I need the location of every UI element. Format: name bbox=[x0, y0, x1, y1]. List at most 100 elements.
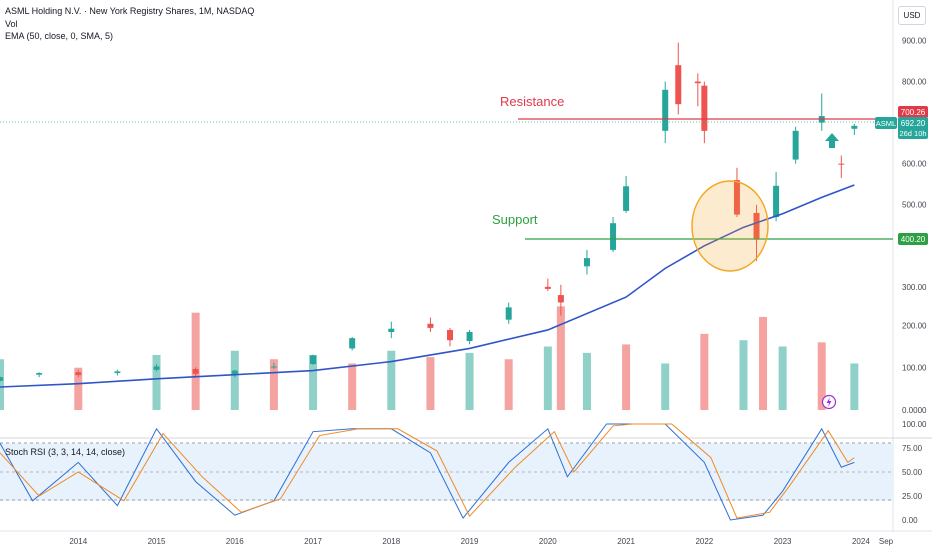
volume-bar bbox=[387, 350, 396, 410]
price-tick-label: 300.00 bbox=[902, 283, 927, 292]
time-tick-label: 2022 bbox=[695, 537, 713, 546]
candle-body bbox=[773, 185, 780, 218]
candle-body bbox=[349, 338, 356, 349]
volume-bar bbox=[309, 355, 318, 410]
candle-body bbox=[36, 373, 43, 375]
volume-bar bbox=[759, 316, 768, 410]
candle bbox=[838, 155, 845, 179]
candle-body bbox=[505, 307, 512, 320]
candle bbox=[583, 249, 590, 275]
price-tick-label: 500.00 bbox=[902, 201, 927, 210]
candle bbox=[701, 81, 708, 144]
price-tick-label: 600.00 bbox=[902, 160, 927, 169]
candle-body bbox=[694, 81, 701, 84]
candle bbox=[623, 176, 630, 213]
candle-body bbox=[662, 89, 669, 131]
time-tick-label: 2017 bbox=[304, 537, 322, 546]
stoch-d-line bbox=[0, 423, 855, 519]
candle-body bbox=[466, 332, 473, 342]
volume-tick-label: 0.0000 bbox=[902, 406, 927, 415]
candle-body bbox=[75, 372, 82, 376]
candle bbox=[349, 336, 356, 351]
candle bbox=[662, 81, 669, 144]
candle-body bbox=[0, 377, 3, 381]
time-tick-label: Sep bbox=[879, 537, 894, 546]
candle bbox=[753, 204, 760, 261]
candle bbox=[792, 126, 799, 164]
volume-axis: 200.00 100.00 0.0000 bbox=[902, 321, 927, 415]
time-tick-label: 2023 bbox=[774, 537, 792, 546]
volume-bar bbox=[700, 333, 709, 410]
volume-tick-label: 100.00 bbox=[902, 364, 927, 373]
candle-body bbox=[610, 223, 617, 250]
volume-bar bbox=[74, 367, 83, 410]
candle-body bbox=[388, 328, 395, 332]
stoch-k-line bbox=[0, 423, 855, 521]
volume-bar bbox=[543, 346, 552, 410]
volume-bar bbox=[778, 346, 787, 410]
candle-body bbox=[753, 212, 760, 240]
support-label: Support bbox=[492, 212, 538, 227]
support-zone-circle[interactable] bbox=[691, 180, 769, 272]
ema-line bbox=[0, 184, 855, 388]
candle bbox=[675, 42, 682, 115]
currency-button[interactable]: USD bbox=[898, 6, 926, 25]
up-arrow-icon[interactable] bbox=[825, 133, 839, 148]
candle bbox=[0, 376, 3, 382]
candle-body bbox=[270, 366, 277, 368]
support-price-tag-text: 400.20 bbox=[901, 235, 926, 244]
candle bbox=[231, 369, 238, 378]
candle bbox=[466, 329, 473, 345]
candle bbox=[388, 321, 395, 339]
candle bbox=[427, 317, 434, 332]
candle-body bbox=[192, 368, 199, 374]
symbol-tag bbox=[875, 117, 897, 129]
time-tick-label: 2018 bbox=[382, 537, 400, 546]
price-axis: 900.00 800.00 600.00 500.00 300.00 bbox=[902, 37, 927, 292]
time-tick-label: 2015 bbox=[148, 537, 166, 546]
ema-legend: EMA (50, close, 0, SMA, 5) bbox=[5, 31, 114, 41]
resistance-label: Resistance bbox=[500, 94, 564, 109]
last-price-tag bbox=[898, 117, 928, 139]
volume-bar bbox=[556, 306, 565, 410]
candle-body bbox=[583, 258, 590, 267]
price-tick-label: 900.00 bbox=[902, 37, 927, 46]
lightning-icon[interactable] bbox=[821, 394, 837, 410]
volume-bar bbox=[739, 340, 748, 410]
time-axis: 2014 2015 2016 2017 2018 2019 2020 2021 2022 2023… bbox=[69, 537, 893, 546]
time-tick-label: 2020 bbox=[539, 537, 557, 546]
volume-bar bbox=[622, 344, 631, 410]
candle bbox=[114, 369, 121, 376]
volume-bar bbox=[348, 363, 357, 410]
candle-body bbox=[153, 366, 160, 370]
candle-body bbox=[838, 163, 845, 165]
stoch-axis: 100.00 75.00 50.00 25.00 0.00 bbox=[902, 420, 927, 525]
candle bbox=[192, 367, 199, 378]
time-tick-label: 2024 bbox=[852, 537, 870, 546]
candle bbox=[270, 362, 277, 369]
candle-body bbox=[114, 371, 121, 374]
countdown-text: 26d 10h bbox=[899, 129, 926, 138]
candle-body bbox=[231, 370, 238, 374]
stoch-tick-label: 0.00 bbox=[902, 516, 918, 525]
time-tick-label: 2019 bbox=[461, 537, 479, 546]
candle bbox=[153, 364, 160, 372]
resistance-price-tag bbox=[898, 106, 928, 118]
volume-tick-label: 200.00 bbox=[902, 321, 927, 330]
candle bbox=[610, 217, 617, 252]
last-price-text: 692.20 bbox=[901, 119, 926, 128]
candle bbox=[447, 327, 453, 347]
stoch-tick-label: 25.00 bbox=[902, 492, 923, 501]
candle bbox=[694, 73, 701, 107]
candle-body bbox=[792, 130, 799, 160]
volume-legend: Vol bbox=[5, 19, 18, 29]
candle bbox=[851, 123, 858, 135]
candle bbox=[310, 354, 317, 365]
volume-bar bbox=[269, 359, 278, 410]
candle bbox=[544, 278, 551, 291]
volume-bar bbox=[465, 352, 474, 410]
candle-body bbox=[623, 186, 630, 211]
volume-bar bbox=[191, 312, 200, 410]
candle bbox=[818, 93, 825, 131]
